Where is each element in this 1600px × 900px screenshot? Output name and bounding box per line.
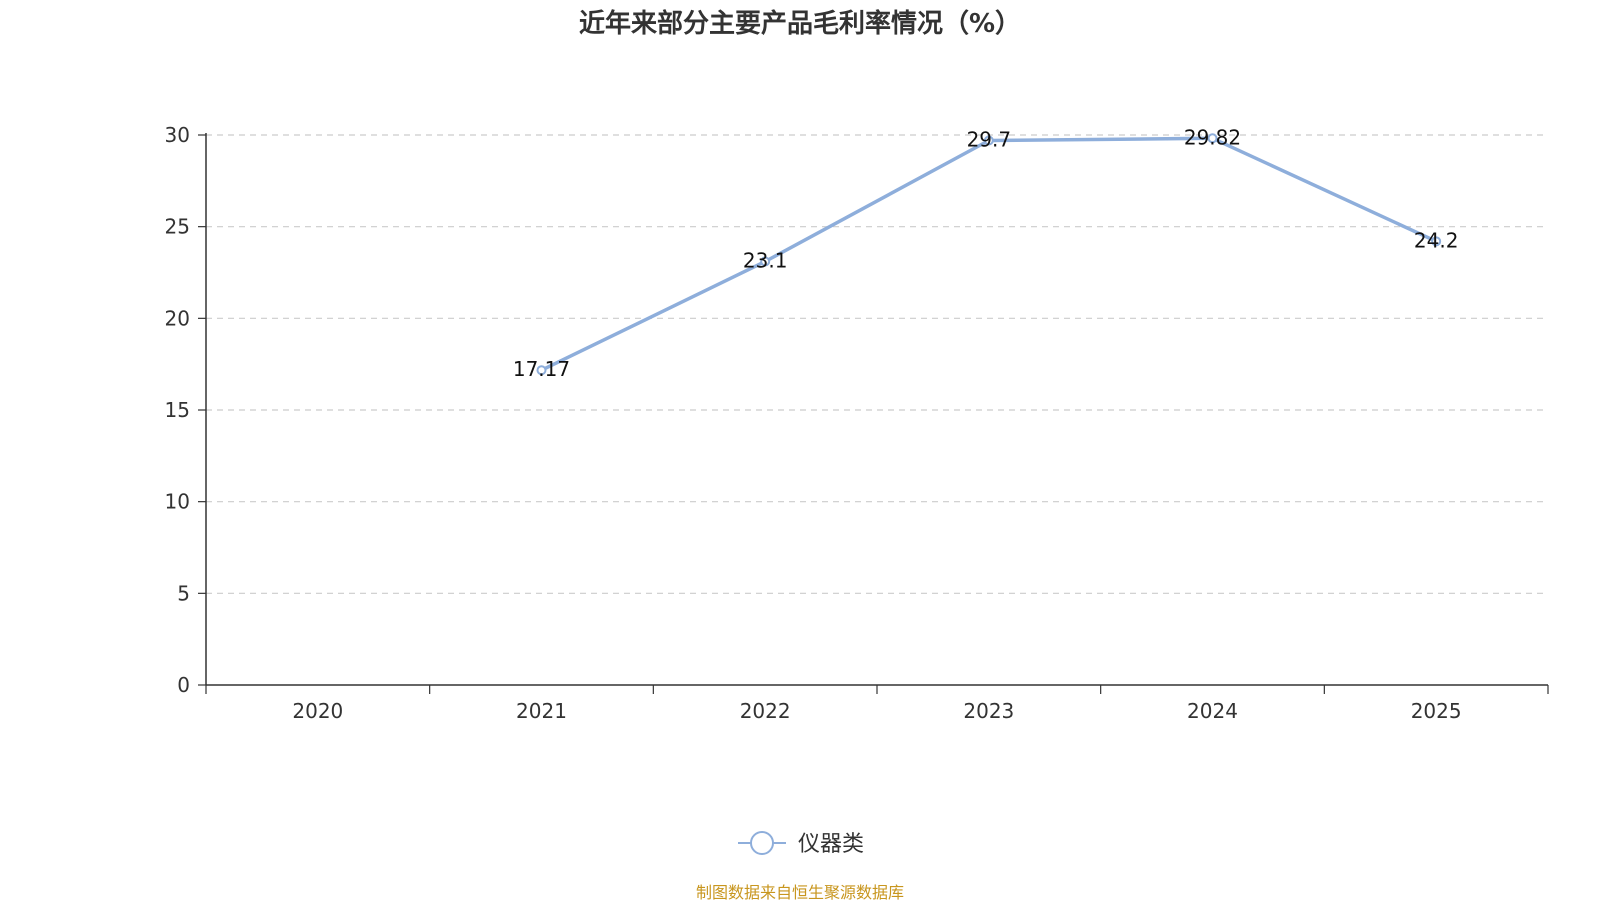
y-tick-label: 5	[177, 581, 190, 605]
data-point-2022[interactable]	[760, 256, 771, 267]
y-tick-label: 0	[177, 673, 190, 697]
data-label-2024: 29.82	[1184, 125, 1241, 149]
y-tick-label: 10	[165, 490, 190, 514]
data-point-2024[interactable]	[1207, 133, 1218, 144]
legend-marker	[750, 831, 774, 855]
data-point-2023[interactable]	[983, 135, 994, 146]
legend-label-yiqilei: 仪器类	[798, 832, 864, 857]
x-tick-label-2024: 2024	[1187, 699, 1238, 723]
y-tick-label: 20	[165, 306, 190, 330]
x-tick-label-2025: 2025	[1411, 699, 1462, 723]
legend[interactable]: 仪器类	[738, 831, 864, 857]
data-label-2022: 23.1	[743, 249, 788, 273]
data-source-note: 制图数据来自恒生聚源数据库	[696, 883, 904, 900]
series-line	[540, 136, 1437, 372]
data-point-2021[interactable]	[536, 365, 547, 376]
series-layer: 17.17 23.1 29.7 29.82 24.2	[513, 125, 1459, 381]
data-label-2025: 24.2	[1414, 228, 1459, 252]
x-tick-label-2022: 2022	[740, 699, 791, 723]
chart-title: 近年来部分主要产品毛利率情况（%）	[579, 8, 1021, 39]
y-tick-label: 30	[165, 123, 190, 147]
x-tick-label-2021: 2021	[516, 699, 567, 723]
x-tick-label-2023: 2023	[963, 699, 1014, 723]
y-tick-label: 15	[165, 398, 190, 422]
data-point-2025[interactable]	[1431, 236, 1442, 247]
y-tick-label: 25	[165, 215, 190, 239]
grid-lines	[206, 134, 1548, 594]
x-tick-label-2020: 2020	[292, 699, 343, 723]
data-label-2021: 17.17	[513, 357, 570, 381]
data-label-2023: 29.7	[967, 128, 1012, 152]
